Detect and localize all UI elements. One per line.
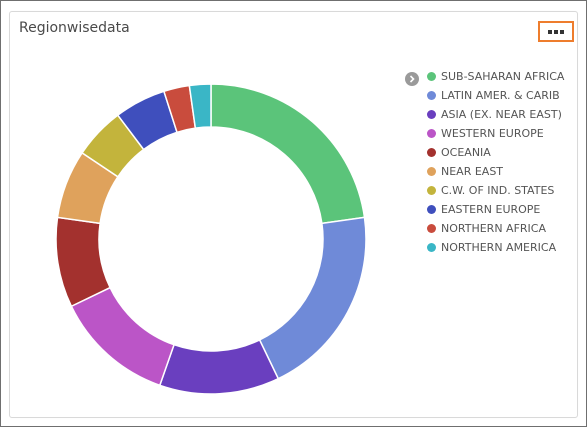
- legend-label: WESTERN EUROPE: [441, 126, 544, 140]
- legend-swatch: [427, 185, 436, 195]
- legend-swatch: [427, 109, 436, 119]
- legend-label: OCEANIA: [441, 145, 491, 159]
- more-options-button[interactable]: [538, 21, 574, 42]
- legend-item[interactable]: NEAR EAST: [427, 163, 503, 179]
- legend-item[interactable]: ASIA (EX. NEAR EAST): [427, 106, 562, 122]
- legend-label: SUB-SAHARAN AFRICA: [441, 69, 565, 83]
- legend-item[interactable]: SUB-SAHARAN AFRICA: [427, 68, 564, 84]
- legend-item[interactable]: OCEANIA: [427, 144, 491, 160]
- legend-swatch: [427, 90, 436, 100]
- legend-label: C.W. OF IND. STATES: [441, 183, 555, 197]
- ellipsis-icon: [548, 29, 564, 34]
- legend-item[interactable]: EASTERN EUROPE: [427, 201, 540, 217]
- legend-swatch: [427, 128, 436, 138]
- donut-slice-asia-ex-near-east[interactable]: [158, 338, 280, 395]
- legend-item[interactable]: NORTHERN AMERICA: [427, 239, 556, 255]
- legend-label: LATIN AMER. & CARIB: [441, 88, 560, 102]
- legend-label: NORTHERN AMERICA: [441, 240, 557, 254]
- donut-slice-northern-america[interactable]: [188, 83, 212, 129]
- legend-item[interactable]: WESTERN EUROPE: [427, 125, 544, 141]
- legend-item[interactable]: C.W. OF IND. STATES: [427, 182, 554, 198]
- chart-title: Regionwisedata: [19, 20, 130, 36]
- legend-label: NORTHERN AFRICA: [441, 221, 546, 235]
- chevron-right-icon: [409, 75, 415, 83]
- legend-label: NEAR EAST: [441, 164, 504, 178]
- legend-item[interactable]: NORTHERN AFRICA: [427, 220, 546, 236]
- legend-swatch: [427, 204, 436, 214]
- donut-slice-western-europe[interactable]: [70, 286, 175, 387]
- legend-swatch: [427, 71, 436, 81]
- legend-label: ASIA (EX. NEAR EAST): [441, 107, 562, 121]
- legend-label: EASTERN EUROPE: [441, 202, 541, 216]
- donut-slice-sub-saharan-africa[interactable]: [210, 83, 366, 225]
- legend-swatch: [427, 166, 436, 176]
- legend-swatch: [427, 242, 436, 252]
- legend-swatch: [427, 147, 436, 157]
- legend-scroll-toggle[interactable]: [405, 72, 419, 86]
- legend-item[interactable]: LATIN AMER. & CARIB: [427, 87, 560, 103]
- donut-slice-latin-amer-carib[interactable]: [258, 216, 367, 380]
- legend-swatch: [427, 223, 436, 233]
